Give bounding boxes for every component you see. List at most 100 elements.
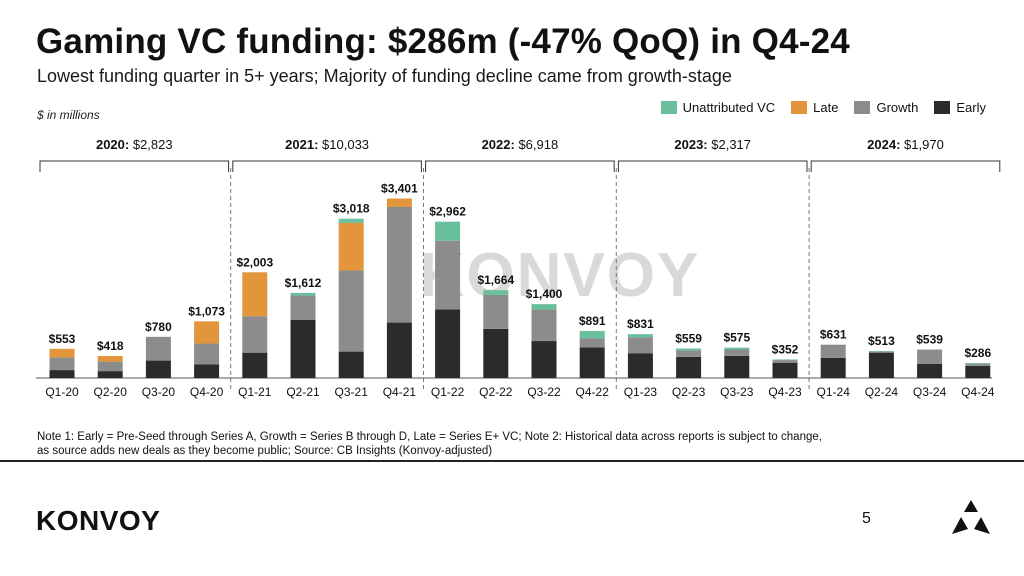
legend-item-late: Late — [791, 100, 838, 115]
x-tick-label: Q2-20 — [94, 385, 128, 399]
bar-segment-growth — [965, 363, 991, 366]
legend-swatch-unattributed — [660, 101, 677, 114]
bar-segment-late — [242, 272, 268, 317]
bar-segment-growth — [917, 349, 943, 364]
bar-segment-growth — [386, 206, 412, 323]
bar-segment-early — [290, 319, 316, 378]
bar-segment-early — [194, 364, 220, 378]
bar-segment-unattributed — [435, 221, 461, 241]
year-total-value: $10,033 — [322, 137, 369, 152]
bar-segment-early — [338, 351, 364, 378]
bar-segment-growth — [97, 361, 123, 372]
year-bracket — [39, 160, 230, 172]
bar-segment-late — [49, 348, 75, 358]
legend-swatch-growth — [854, 101, 871, 114]
bar-segment-early — [627, 353, 653, 378]
bar-segment-unattributed — [579, 330, 605, 339]
bar-segment-unattributed — [483, 290, 509, 295]
konvoy-logo-icon — [952, 500, 990, 534]
funding-chart: KONVOY 2020: $2,823 2021: $10,033 2022: $6,… — [36, 137, 1001, 399]
legend-label-late: Late — [813, 100, 839, 115]
bar-segment-early — [579, 347, 605, 378]
bar-segment-growth — [483, 294, 509, 329]
bar-segment-early — [820, 357, 846, 378]
bar-total-label: $831 — [627, 317, 654, 331]
bar-segment-growth — [724, 349, 750, 356]
bar-segment-growth — [242, 316, 268, 353]
year-bracket — [425, 160, 615, 172]
bar-total-label: $2,962 — [429, 205, 466, 219]
year-label: 2023: — [674, 137, 711, 152]
bar-segment-growth — [338, 270, 364, 352]
bar-total-label: $3,018 — [333, 202, 370, 216]
bar-segment-early — [242, 352, 268, 378]
bar-total-label: $780 — [145, 320, 172, 334]
bar-segment-late — [97, 355, 123, 362]
year-total-label: 2020: $2,823 — [96, 137, 173, 152]
bar-segment-growth — [579, 338, 605, 348]
bar-segment-growth — [49, 357, 75, 371]
bar-total-label: $3,401 — [381, 182, 418, 196]
chart-legend: Unattributed VC Late Growth Early — [660, 100, 986, 115]
bar-segment-growth — [627, 337, 653, 354]
year-label: 2020: — [96, 137, 133, 152]
bar-segment-unattributed — [676, 348, 702, 351]
legend-label-unattributed: Unattributed VC — [682, 100, 776, 115]
bar-segment-growth — [772, 360, 798, 363]
bar-segment-unattributed — [627, 334, 653, 338]
x-tick-label: Q1-23 — [624, 385, 658, 399]
x-tick-label: Q4-20 — [190, 385, 224, 399]
x-tick-label: Q3-24 — [913, 385, 947, 399]
x-tick-label: Q2-21 — [286, 385, 320, 399]
slide-subtitle: Lowest funding quarter in 5+ years; Majo… — [37, 66, 732, 86]
bar-total-label: $1,612 — [285, 276, 322, 290]
bar-total-label: $631 — [820, 328, 847, 342]
bar-total-label: $1,664 — [477, 273, 514, 287]
bar-segment-unattributed — [531, 304, 557, 310]
footnotes: Note 1: Early = Pre-Seed through Series … — [37, 430, 997, 458]
bar-segment-growth — [531, 309, 557, 342]
year-bracket — [617, 160, 808, 172]
bar-segment-growth — [435, 240, 461, 310]
bar-segment-early — [531, 341, 557, 378]
year-label: 2022: — [482, 137, 519, 152]
bar-segment-growth — [676, 350, 702, 357]
legend-item-growth: Growth — [854, 100, 918, 115]
bar-segment-early — [435, 309, 461, 378]
x-tick-label: Q1-24 — [817, 385, 851, 399]
bar-segment-early — [97, 371, 123, 378]
bar-segment-late — [338, 222, 364, 271]
bar-total-label: $418 — [97, 339, 124, 353]
year-bracket — [810, 160, 1001, 172]
watermark-text: KONVOY — [420, 241, 701, 310]
legend-swatch-early — [934, 101, 951, 114]
footer-divider — [0, 460, 1024, 462]
bar-total-label: $891 — [579, 314, 606, 328]
footnote-line-2: as source adds new deals as they become … — [37, 445, 493, 457]
footnote-line-1: Note 1: Early = Pre-Seed through Series … — [37, 431, 822, 443]
bar-segment-late — [386, 198, 412, 207]
x-tick-label: Q4-22 — [576, 385, 610, 399]
legend-label-early: Early — [956, 100, 986, 115]
units-label: $ in millions — [37, 108, 100, 122]
bar-segment-growth — [290, 295, 316, 320]
bar-segment-early — [49, 370, 75, 378]
bar-segment-unattributed — [290, 292, 316, 296]
bar-total-label: $1,400 — [526, 287, 563, 301]
year-total-label: 2023: $2,317 — [674, 137, 751, 152]
bar-segment-unattributed — [965, 362, 991, 364]
bar-total-label: $2,003 — [236, 255, 273, 269]
x-tick-label: Q3-20 — [142, 385, 176, 399]
page-number: 5 — [862, 510, 871, 527]
x-tick-label: Q2-23 — [672, 385, 706, 399]
bar-segment-growth — [868, 351, 894, 353]
year-label: 2024: — [867, 137, 904, 152]
bar-segment-growth — [820, 344, 846, 358]
bar-segment-early — [386, 322, 412, 378]
bar-total-label: $1,073 — [188, 304, 225, 318]
bar-segment-early — [676, 356, 702, 378]
bar-total-label: $352 — [772, 342, 799, 356]
slide-title: Gaming VC funding: $286m (-47% QoQ) in Q… — [36, 22, 850, 61]
year-total-label: 2022: $6,918 — [482, 137, 559, 152]
bar-segment-early — [724, 355, 750, 378]
